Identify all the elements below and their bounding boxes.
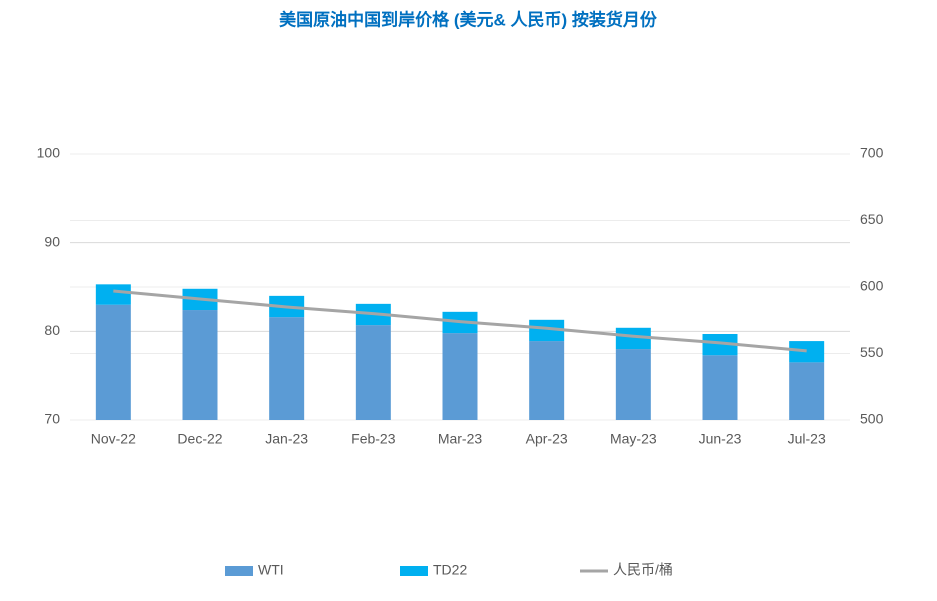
legend-label: 人民币/桶 bbox=[613, 562, 673, 578]
bar bbox=[355, 325, 391, 420]
bar bbox=[269, 317, 305, 420]
legend-swatch bbox=[400, 566, 428, 576]
y-tick-label: 90 bbox=[44, 233, 60, 249]
bar bbox=[615, 327, 651, 350]
y2-tick-label: 550 bbox=[860, 344, 884, 360]
y2-tick-label: 600 bbox=[860, 278, 884, 294]
x-tick-label: Jan-23 bbox=[265, 431, 308, 447]
x-tick-label: Mar-23 bbox=[438, 431, 483, 447]
bar bbox=[95, 304, 131, 420]
y-tick-label: 70 bbox=[44, 411, 60, 427]
y-tick-label: 100 bbox=[37, 145, 61, 161]
bar bbox=[789, 362, 825, 420]
bar bbox=[702, 333, 738, 356]
bar bbox=[442, 333, 478, 420]
bar bbox=[529, 341, 565, 420]
x-tick-label: Jun-23 bbox=[699, 431, 742, 447]
line-series bbox=[113, 289, 807, 353]
x-tick-label: May-23 bbox=[610, 431, 657, 447]
bar bbox=[615, 349, 651, 420]
bar bbox=[95, 284, 131, 305]
x-tick-label: Nov-22 bbox=[91, 431, 136, 447]
bar bbox=[702, 355, 738, 420]
y-tick-label: 80 bbox=[44, 322, 60, 338]
legend-label: WTI bbox=[258, 562, 284, 578]
bar bbox=[182, 310, 218, 420]
x-tick-label: Feb-23 bbox=[351, 431, 396, 447]
chart-title: 美国原油中国到岸价格 (美元& 人民币) 按装货月份 bbox=[279, 9, 658, 29]
y2-tick-label: 700 bbox=[860, 145, 884, 161]
bar bbox=[789, 341, 825, 363]
y2-tick-label: 500 bbox=[860, 411, 884, 427]
x-tick-label: Apr-23 bbox=[526, 431, 568, 447]
x-tick-label: Dec-22 bbox=[177, 431, 222, 447]
legend-label: TD22 bbox=[433, 562, 467, 578]
legend-swatch bbox=[225, 566, 253, 576]
bar bbox=[529, 319, 565, 342]
y2-tick-label: 650 bbox=[860, 211, 884, 227]
x-tick-label: Jul-23 bbox=[788, 431, 826, 447]
